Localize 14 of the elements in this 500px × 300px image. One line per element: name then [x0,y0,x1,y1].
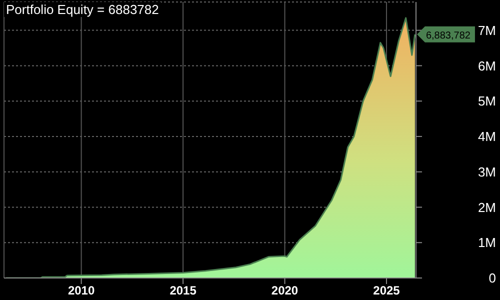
y-tick-label: 3M [478,164,496,180]
chart-title: Portfolio Equity = 6883782 [4,2,161,17]
annotation: 6,883,782 [426,30,471,42]
y-tick-label: 5M [478,94,496,109]
x-tick-label: 2020 [271,284,298,298]
y-tick-label: 1M [478,235,496,250]
x-tick-label: 2025 [373,284,400,298]
y-tick-label: 0 [488,270,496,286]
x-tick-label: 2010 [68,284,95,298]
y-tick-label: 4M [478,129,496,144]
y-tick-label: 7M [478,22,496,38]
x-tick-label: 2015 [170,284,197,298]
y-tick-label: 2M [478,200,496,215]
y-tick-label: 6M [478,58,496,74]
